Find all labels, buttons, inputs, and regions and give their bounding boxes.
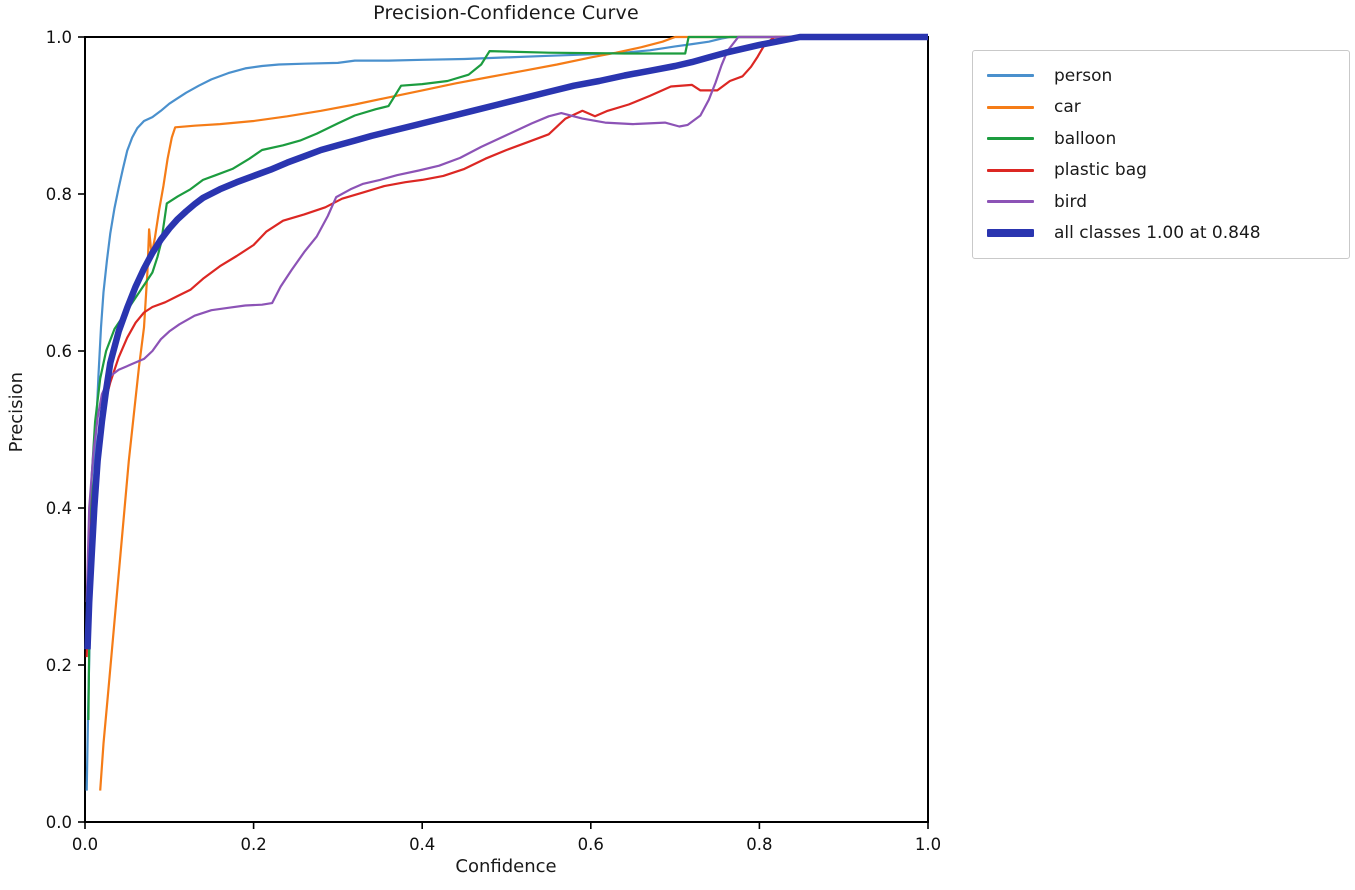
legend-line-swatch bbox=[987, 229, 1034, 238]
curve-balloon bbox=[87, 35, 928, 721]
curve-car bbox=[99, 35, 928, 791]
x-tick-label: 1.0 bbox=[915, 835, 941, 854]
x-tick-label: 0.4 bbox=[409, 835, 435, 854]
y-tick-label: 0.4 bbox=[46, 499, 72, 518]
legend-label: bird bbox=[1054, 191, 1087, 212]
legend-item-person: person bbox=[987, 60, 1337, 92]
x-tick-label: 0.0 bbox=[72, 835, 98, 854]
legend-label: plastic bag bbox=[1054, 160, 1147, 181]
curve-plastic bbox=[85, 35, 928, 658]
chart-title: Precision-Confidence Curve bbox=[373, 2, 639, 24]
y-axis-label: Precision bbox=[6, 372, 27, 453]
legend-label: person bbox=[1054, 65, 1113, 86]
legend-line-swatch bbox=[987, 74, 1034, 78]
legend: person car balloon plastic bag bird all class… bbox=[972, 50, 1350, 259]
x-axis-label: Confidence bbox=[455, 856, 557, 877]
y-tick-label: 0.0 bbox=[46, 813, 72, 832]
legend-line-swatch bbox=[987, 137, 1034, 141]
legend-label: balloon bbox=[1054, 128, 1117, 149]
legend-item-all: all classes 1.00 at 0.848 bbox=[987, 218, 1337, 250]
x-tick-label: 0.6 bbox=[578, 835, 604, 854]
legend-item-balloon: balloon bbox=[987, 123, 1337, 155]
legend-line-swatch bbox=[987, 200, 1034, 204]
legend-line-swatch bbox=[987, 105, 1034, 109]
axes-spines bbox=[84, 36, 929, 823]
legend-line-swatch bbox=[987, 168, 1034, 172]
x-tick-label: 0.2 bbox=[240, 835, 266, 854]
curve-bird bbox=[85, 35, 928, 603]
y-tick-label: 0.2 bbox=[46, 656, 72, 675]
legend-item-car: car bbox=[987, 92, 1337, 124]
legend-label: car bbox=[1054, 97, 1081, 118]
curve-all bbox=[84, 33, 928, 650]
x-tick-label: 0.8 bbox=[746, 835, 772, 854]
legend-label: all classes 1.00 at 0.848 bbox=[1054, 223, 1261, 244]
y-tick-label: 0.8 bbox=[46, 185, 72, 204]
y-tick-label: 1.0 bbox=[46, 28, 72, 47]
y-tick-label: 0.6 bbox=[46, 342, 72, 361]
legend-item-bird: bird bbox=[987, 186, 1337, 218]
legend-item-plastic: plastic bag bbox=[987, 155, 1337, 187]
